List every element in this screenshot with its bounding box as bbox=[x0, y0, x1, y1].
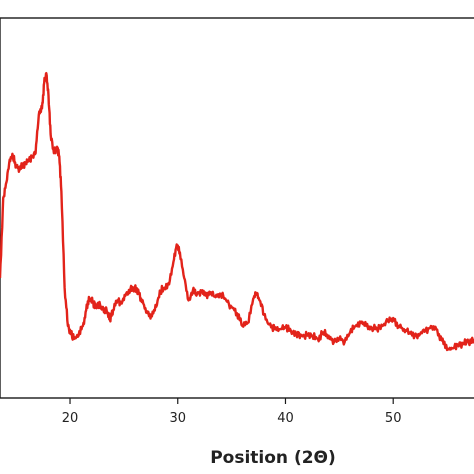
series-group bbox=[0, 72, 474, 352]
x-tick-label: 50 bbox=[385, 411, 402, 426]
x-tick-label: 20 bbox=[62, 411, 79, 426]
x-tick-label: 30 bbox=[169, 411, 186, 426]
plot-frame bbox=[0, 17, 474, 399]
x-tick-label: 40 bbox=[277, 411, 294, 426]
series-line bbox=[0, 72, 474, 352]
x-axis-ticks: 20 30 40 50 bbox=[62, 398, 402, 426]
x-axis-title: Position (2Θ) bbox=[210, 448, 336, 468]
